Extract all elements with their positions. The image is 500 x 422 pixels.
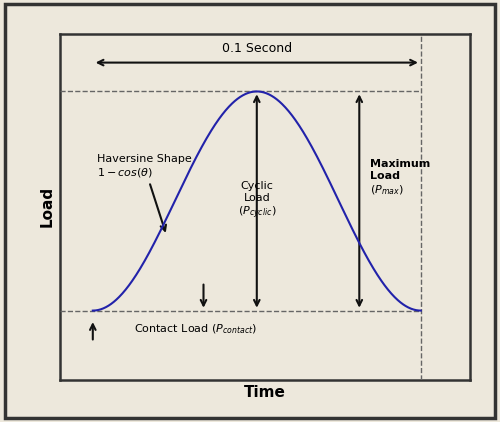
X-axis label: Time: Time <box>244 385 286 400</box>
Text: 0.1 Second: 0.1 Second <box>222 42 292 55</box>
Text: Maximum
Load
$(P_{max})$: Maximum Load $(P_{max})$ <box>370 160 430 197</box>
Y-axis label: Load: Load <box>40 186 54 227</box>
Text: Contact Load $(P_{contact})$: Contact Load $(P_{contact})$ <box>134 322 257 336</box>
Text: Cyclic
Load
$(P_{cyclic})$: Cyclic Load $(P_{cyclic})$ <box>238 181 276 221</box>
Text: Haversine Shape
$1-cos(\theta)$: Haversine Shape $1-cos(\theta)$ <box>97 154 192 231</box>
